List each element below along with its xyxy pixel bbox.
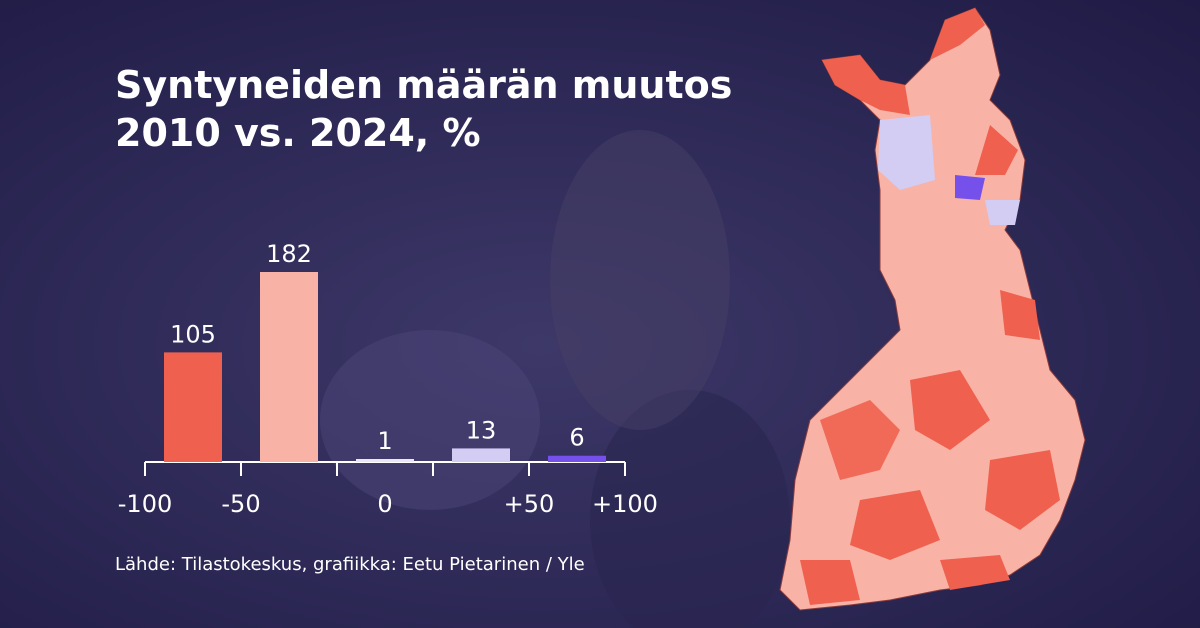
map	[779, 7, 1086, 611]
region	[975, 125, 1018, 175]
value-label: 182	[266, 240, 312, 268]
region	[910, 370, 990, 450]
x-tick-label: +50	[504, 490, 555, 518]
photo-shade	[590, 390, 790, 628]
photo-shade	[550, 130, 730, 430]
value-label: 105	[170, 320, 216, 348]
region	[930, 8, 985, 60]
region	[850, 490, 940, 560]
region	[822, 55, 910, 115]
photo-shade	[320, 330, 540, 510]
region	[1000, 290, 1040, 340]
edge-ticks	[144, 462, 626, 476]
x-tick-label: +100	[592, 490, 658, 518]
region	[878, 115, 935, 190]
bar	[452, 448, 510, 462]
region	[940, 555, 1010, 590]
x-tick-label: 0	[377, 490, 392, 518]
region	[985, 450, 1060, 530]
title-group: Syntyneiden määrän muutos 2010 vs. 2024, …	[115, 63, 732, 155]
bar	[548, 455, 606, 462]
region	[800, 560, 860, 605]
region	[985, 200, 1020, 225]
bar	[260, 272, 318, 462]
value-label: 1	[377, 427, 392, 455]
bar	[164, 352, 222, 462]
region	[820, 400, 900, 480]
value-label: 13	[466, 416, 497, 444]
bar	[356, 459, 414, 462]
value-label: 6	[569, 424, 584, 452]
x-tick-label: -50	[221, 490, 260, 518]
region	[955, 175, 985, 200]
source: Lähde: Tilastokeskus, grafiikka: Eetu Pi…	[115, 554, 585, 575]
x-tick-label: -100	[118, 490, 172, 518]
chart-title: Syntyneiden määrän muutos 2010 vs. 2024, …	[115, 63, 732, 155]
